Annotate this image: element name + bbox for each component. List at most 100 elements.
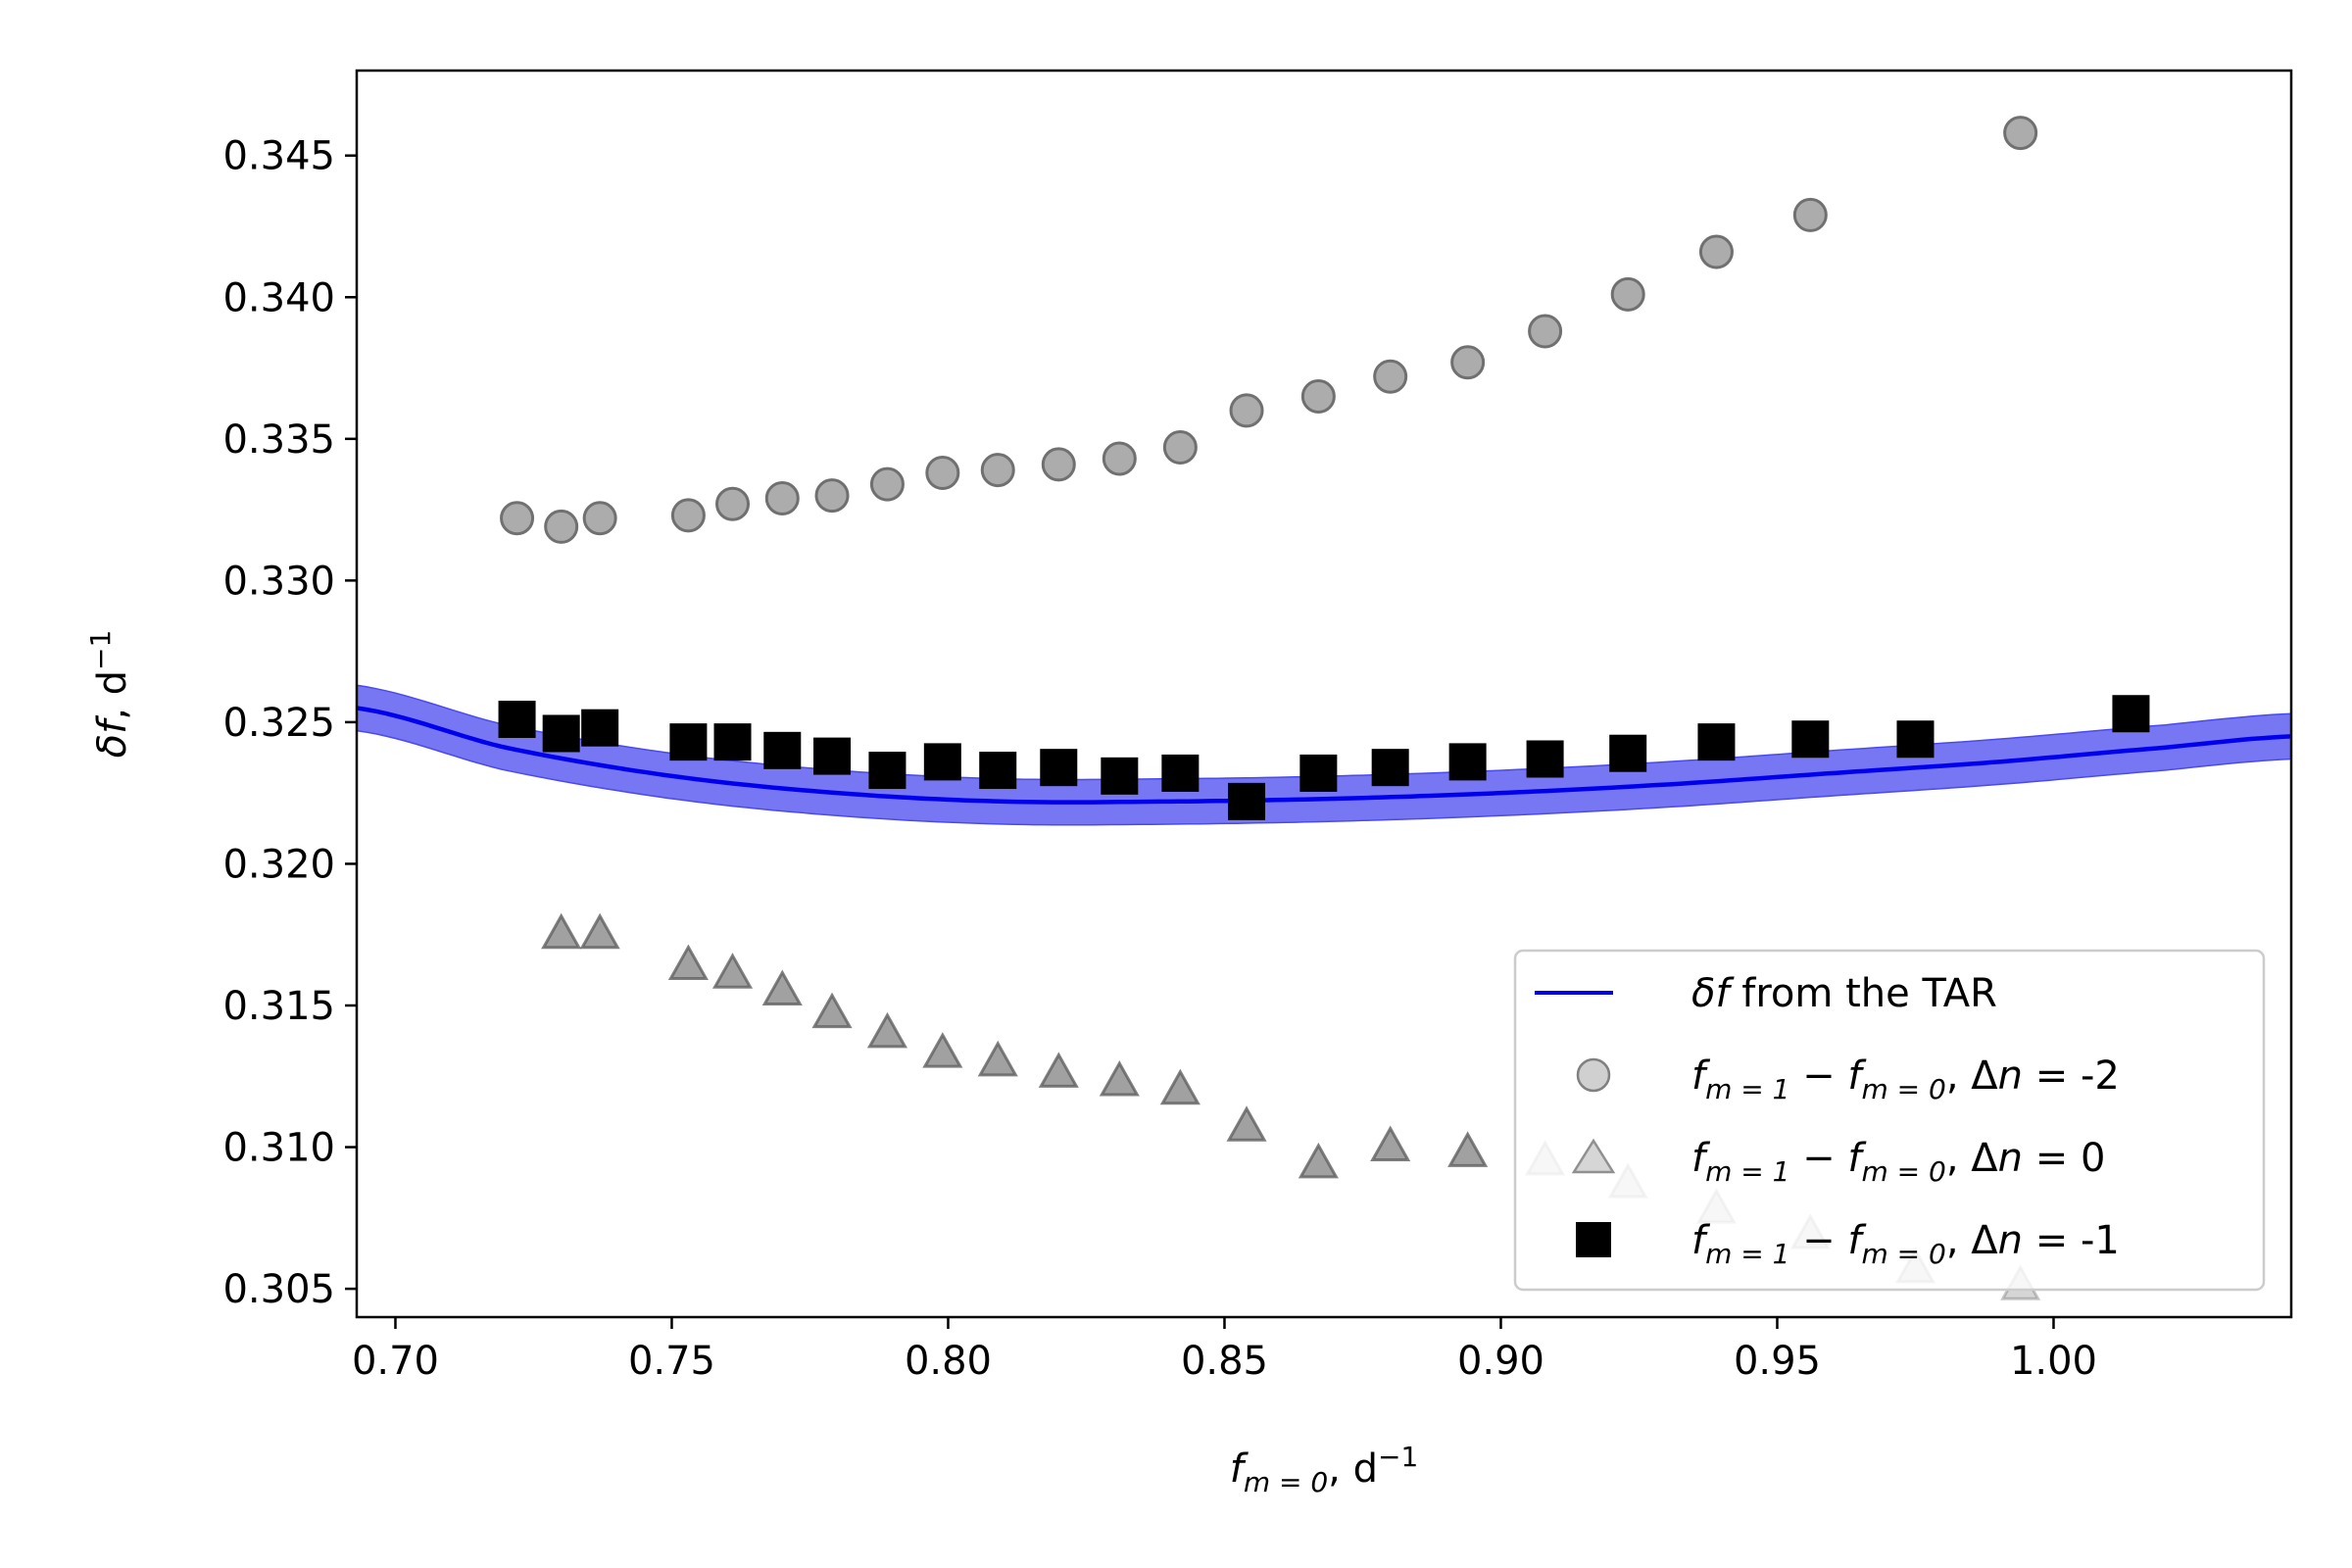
point-dn-minus2 [582, 501, 617, 536]
point-dn-minus2 [1373, 359, 1408, 394]
point-dn-minus2 [1610, 276, 1645, 312]
legend-eq: = [2023, 1054, 2081, 1099]
legend-square-marker [1576, 1222, 1611, 1257]
x-tick-label: 0.95 [1734, 1339, 1821, 1384]
y-axis-label: δf, d−1 [84, 630, 135, 759]
point-dn-minus1 [1101, 757, 1139, 795]
y-tick-label: 0.345 [222, 134, 335, 179]
point-dn-minus1 [1299, 754, 1338, 792]
point-dn-minus1 [813, 737, 852, 775]
point-dn-minus1 [1040, 749, 1078, 787]
legend-minus: − [1789, 1054, 1847, 1099]
point-dn-minus1 [1791, 720, 1830, 759]
y-tick-label: 0.305 [222, 1267, 335, 1312]
point-dn-0 [1447, 1131, 1489, 1167]
legend-n: n [1998, 1136, 2023, 1181]
point-dn-minus1 [1228, 782, 1266, 820]
point-dn-minus2 [814, 478, 850, 514]
point-dn-minus2 [1528, 314, 1563, 349]
point-dn-minus2 [1041, 447, 1076, 482]
point-dn-minus2 [1698, 234, 1734, 270]
y-tick-label: 0.315 [222, 984, 335, 1029]
point-dn-0 [811, 992, 853, 1029]
legend-n: n [1998, 1218, 2023, 1263]
legend-triangle-marker [1571, 1138, 1616, 1174]
x-tick-label: 0.85 [1181, 1339, 1268, 1384]
legend-tar-prefix: δf [1691, 971, 1735, 1016]
x-tick-label: 0.90 [1457, 1339, 1544, 1384]
point-dn-minus2 [544, 509, 579, 544]
legend-eq: = [2023, 1218, 2081, 1263]
point-dn-minus2 [764, 481, 800, 516]
point-dn-0 [761, 969, 803, 1006]
point-dn-minus1 [763, 731, 802, 769]
y-tick-label: 0.310 [222, 1126, 335, 1171]
point-dn-minus1 [1448, 743, 1487, 781]
point-dn-minus1 [979, 752, 1017, 790]
y-label-sup: −1 [84, 630, 117, 670]
point-dn-minus1 [713, 723, 752, 761]
point-dn-0 [1298, 1142, 1339, 1179]
point-dn-minus1 [1371, 749, 1409, 787]
point-dn-minus1 [669, 723, 708, 761]
x-label-sup: −1 [1378, 1441, 1418, 1473]
x-tick-label: 0.70 [352, 1339, 439, 1384]
legend-n: n [1998, 1054, 2023, 1099]
point-dn-minus2 [715, 486, 751, 521]
legend-entry-tar: δf from the TAR [1691, 971, 1997, 1016]
legend-sub: m = 0 [1862, 1073, 1946, 1105]
point-dn-0 [541, 912, 582, 950]
point-dn-0 [579, 912, 620, 950]
y-tick-label: 0.340 [222, 275, 335, 320]
point-dn-minus1 [1609, 734, 1647, 772]
point-dn-0 [1159, 1068, 1200, 1105]
legend-delta: , Δ [1946, 1054, 1998, 1099]
point-dn-minus1 [2112, 695, 2150, 733]
point-dn-minus2 [2003, 116, 2038, 151]
point-dn-minus2 [1792, 197, 1828, 232]
legend-entry-dn-0: fm = 1 − fm = 0, Δn = 0 [1691, 1136, 2105, 1188]
x-tick-label: 0.75 [628, 1339, 715, 1384]
point-dn-minus1 [923, 743, 961, 781]
y-label-unit: , d [90, 670, 135, 720]
tar-line-layer [357, 706, 2291, 805]
legend-val: -2 [2081, 1054, 2120, 1099]
legend-sub: m = 1 [1705, 1155, 1789, 1188]
legend-val: -1 [2081, 1218, 2120, 1263]
y-tick-label: 0.335 [222, 417, 335, 463]
point-dn-minus1 [868, 752, 906, 790]
legend-val: 0 [2081, 1136, 2105, 1181]
point-dn-minus1 [542, 714, 580, 753]
x-label-sub: m = 0 [1244, 1466, 1328, 1498]
legend-tar-text: from the TAR [1741, 971, 1997, 1016]
point-dn-minus2 [1450, 345, 1486, 380]
x-tick-label: 0.80 [905, 1339, 992, 1384]
y-tick-label: 0.330 [222, 559, 335, 604]
plot-frame [355, 69, 2293, 1319]
point-dn-0 [1038, 1052, 1079, 1088]
legend-eq: = [2023, 1136, 2081, 1181]
x-axis-ticks: 0.70 0.75 0.80 0.85 0.90 0.95 1.00 [352, 1317, 2097, 1384]
point-dn-0 [866, 1011, 908, 1049]
point-dn-minus2 [1102, 441, 1137, 476]
legend-sub: m = 1 [1705, 1238, 1789, 1270]
legend-entry-dn-minus2: fm = 1 − fm = 0, Δn = -2 [1691, 1054, 2120, 1105]
y-label-var: δf [90, 714, 135, 758]
point-dn-0 [1226, 1105, 1267, 1142]
point-dn-minus1 [1896, 720, 1935, 759]
point-dn-0 [922, 1032, 963, 1068]
legend-delta: , Δ [1946, 1136, 1998, 1181]
point-dn-0 [1370, 1125, 1411, 1162]
point-dn-0 [977, 1040, 1018, 1077]
legend: δf from the TAR fm = 1 − fm = 0, Δn = -2… [1513, 949, 2266, 1292]
point-dn-minus2 [1300, 378, 1336, 414]
point-dn-minus1 [498, 701, 536, 739]
point-dn-minus2 [1229, 393, 1264, 428]
point-dn-0 [1099, 1059, 1140, 1097]
point-dn-minus1 [1526, 740, 1564, 778]
y-tick-label: 0.320 [222, 842, 335, 887]
y-tick-label: 0.325 [222, 701, 335, 746]
legend-delta: , Δ [1946, 1218, 1998, 1263]
legend-sub: m = 0 [1862, 1155, 1946, 1188]
point-dn-0 [711, 953, 754, 989]
